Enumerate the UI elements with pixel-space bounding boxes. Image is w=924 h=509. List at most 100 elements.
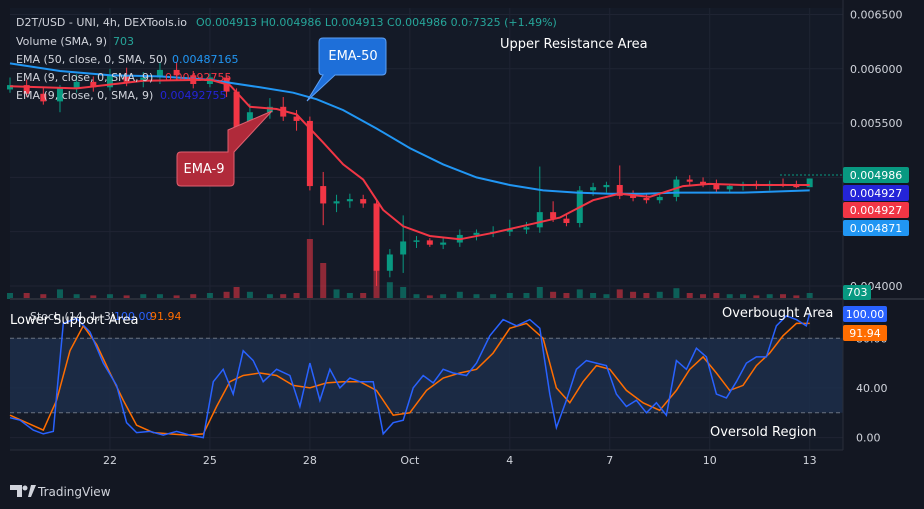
volume-bar bbox=[456, 291, 463, 299]
volume-bar bbox=[246, 291, 253, 299]
stoch-legend: Stoch (14, 1, 3) bbox=[30, 310, 115, 323]
ema9-callout-label: EMA-9 bbox=[184, 162, 225, 177]
stoch-band-area bbox=[10, 338, 843, 413]
volume-bar bbox=[223, 291, 230, 299]
volume-bar bbox=[656, 291, 663, 299]
ema50-line bbox=[9, 62, 810, 195]
price-badge bbox=[843, 220, 909, 236]
volume-badge-label: 703 bbox=[847, 286, 868, 299]
volume-bar bbox=[190, 294, 197, 299]
volume-bar bbox=[320, 263, 327, 299]
symbol-title: D2T/USD - UNI, 4h, DEXTools.io bbox=[16, 16, 187, 29]
volume-bar bbox=[643, 293, 650, 299]
stoch-badge bbox=[843, 325, 887, 341]
price-badge bbox=[843, 185, 909, 201]
candle-body bbox=[506, 229, 513, 232]
price-badge-label: 0.004927 bbox=[850, 204, 903, 217]
candle-body bbox=[320, 186, 327, 204]
volume-bar bbox=[576, 289, 583, 299]
time-tick-label: 4 bbox=[506, 454, 513, 467]
candle-body bbox=[140, 77, 147, 82]
volume-bar bbox=[740, 294, 747, 299]
price-badge bbox=[843, 167, 909, 183]
lower-support-label: Lower Support Area bbox=[10, 313, 139, 328]
tradingview-logo: TradingView bbox=[10, 485, 111, 499]
candle-body bbox=[40, 93, 47, 102]
time-tick-label: 25 bbox=[203, 454, 217, 467]
candle-body bbox=[643, 198, 650, 201]
ema9-line bbox=[9, 78, 810, 241]
volume-bar bbox=[73, 294, 80, 299]
volume-bar bbox=[106, 294, 113, 299]
volume-bar bbox=[806, 293, 813, 299]
candle-body bbox=[603, 184, 610, 188]
candle-body bbox=[73, 81, 80, 89]
volume-bar bbox=[766, 294, 773, 299]
candle-body bbox=[7, 85, 13, 90]
price-badge bbox=[843, 202, 909, 218]
ema50-callout-label: EMA-50 bbox=[328, 49, 377, 64]
ohlc-values: O0.004913 H0.004986 L0.004913 C0.004986 … bbox=[196, 16, 557, 29]
candle-body bbox=[713, 183, 720, 190]
candle-body bbox=[630, 195, 637, 199]
volume-bar bbox=[333, 289, 340, 299]
upper-resistance-label: Upper Resistance Area bbox=[500, 37, 648, 52]
volume-bar bbox=[386, 282, 393, 299]
price-badge-label: 0.004871 bbox=[850, 222, 903, 235]
time-axis: 22 25 28 Oct 4 7 10 13 bbox=[103, 454, 817, 467]
candle-body bbox=[616, 184, 623, 196]
ema50-callout bbox=[306, 37, 387, 102]
volume-bar bbox=[90, 295, 97, 299]
candle-body bbox=[346, 199, 353, 202]
volume-bar bbox=[616, 289, 623, 299]
candle-body bbox=[123, 75, 130, 82]
volume-bar bbox=[123, 295, 130, 299]
candle-body bbox=[563, 218, 570, 223]
candle-body bbox=[233, 91, 240, 129]
volume-bar bbox=[413, 294, 420, 299]
stoch-tick-label: 40.00 bbox=[856, 382, 888, 395]
volume-legend-value: 703 bbox=[113, 35, 134, 48]
price-badge-label: 0.004986 bbox=[850, 169, 903, 182]
candle-body bbox=[536, 212, 543, 228]
candle-body bbox=[373, 203, 380, 271]
candle-body bbox=[156, 69, 163, 78]
volume-bar bbox=[306, 239, 313, 299]
time-tick-label: 22 bbox=[103, 454, 117, 467]
volume-bar bbox=[603, 294, 610, 299]
candle-body bbox=[726, 186, 733, 190]
volume-bar bbox=[686, 293, 693, 299]
volume-bar bbox=[523, 293, 530, 299]
volume-bar bbox=[293, 293, 300, 299]
stoch-d-line bbox=[9, 322, 810, 436]
volume-bar bbox=[206, 293, 213, 299]
time-tick-label: 28 bbox=[303, 454, 317, 467]
candle-body bbox=[266, 106, 273, 113]
volume-bar bbox=[630, 291, 637, 299]
stoch-d-value: 91.94 bbox=[150, 310, 182, 323]
candle-body bbox=[700, 181, 707, 184]
candle-body bbox=[206, 77, 213, 85]
time-tick-label: 10 bbox=[703, 454, 717, 467]
ema9-legend-value: 0.00492755 bbox=[165, 71, 231, 84]
volume-bar bbox=[713, 293, 720, 299]
tradingview-logo-dot bbox=[22, 485, 28, 491]
time-tick-label: 13 bbox=[803, 454, 817, 467]
volume-bar bbox=[780, 294, 787, 299]
volume-badge bbox=[843, 285, 871, 300]
volume-bars bbox=[7, 239, 813, 299]
ema50-legend: EMA (50, close, 0, SMA, 50) bbox=[16, 53, 167, 66]
ema9-legend-2: EMA (9, close, 0, SMA, 9) bbox=[16, 89, 153, 102]
candle-body bbox=[426, 240, 433, 245]
candle-body bbox=[56, 88, 63, 102]
volume-bar bbox=[280, 294, 287, 299]
time-tick-label: Oct bbox=[400, 454, 420, 467]
price-tick-label: 0.006000 bbox=[850, 63, 903, 76]
volume-bar bbox=[346, 293, 353, 299]
candle-body bbox=[413, 240, 420, 242]
candle-body bbox=[293, 116, 300, 121]
stoch-badge-label: 100.00 bbox=[846, 308, 885, 321]
volume-bar bbox=[426, 295, 433, 299]
ema9-legend-2-value: 0.00492755 bbox=[160, 89, 226, 102]
